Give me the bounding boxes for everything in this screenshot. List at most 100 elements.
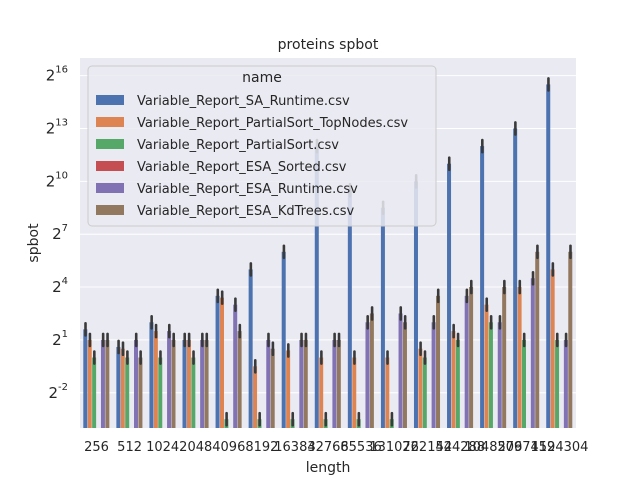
bar <box>464 295 469 428</box>
bar <box>233 304 238 428</box>
bar <box>191 357 196 428</box>
bar <box>385 357 390 428</box>
bar <box>100 339 105 428</box>
bar <box>502 287 507 428</box>
x-tick-label: 131072 <box>369 440 419 455</box>
legend: name Variable_Report_SA_Runtime.csvVaria… <box>87 65 437 227</box>
bar <box>402 322 407 428</box>
x-tick-label: 1048576 <box>464 440 522 455</box>
x-axis-label: length <box>306 460 351 476</box>
bar <box>555 339 560 428</box>
bar <box>149 322 154 428</box>
bar <box>87 339 92 428</box>
bar <box>182 339 187 428</box>
bar <box>369 313 374 428</box>
x-tick-label: 16384 <box>274 440 315 455</box>
bar <box>480 146 485 428</box>
bar <box>550 269 555 428</box>
y-tick-base: 2 <box>46 119 56 137</box>
legend-box <box>87 65 437 227</box>
y-tick-base: 2 <box>52 278 62 296</box>
bar <box>347 190 352 428</box>
bar <box>436 295 441 428</box>
bar <box>253 366 258 428</box>
y-tick-label: 27 <box>52 223 68 243</box>
bar <box>299 339 304 428</box>
y-tick-base: 2 <box>52 331 62 349</box>
x-tick-label: 262144 <box>402 440 452 455</box>
bar <box>215 295 220 428</box>
bar <box>563 339 568 428</box>
bar <box>380 207 385 428</box>
bar <box>535 251 540 428</box>
bar <box>319 357 324 428</box>
bar <box>200 339 205 428</box>
bar <box>521 339 526 428</box>
bar <box>281 251 286 428</box>
legend-label: Variable_Report_ESA_Sorted.csv <box>137 160 347 175</box>
x-tick-label: 1024 <box>146 440 179 455</box>
y-tick-label: 210 <box>46 170 68 190</box>
bar-layer <box>83 77 573 428</box>
bar <box>451 331 456 428</box>
x-tick-labels: 256 512 1024 2048 4096 8192163843276865536131… <box>84 440 588 455</box>
legend-swatch <box>96 139 124 149</box>
bar <box>116 346 121 428</box>
bar <box>204 339 209 428</box>
bar <box>336 339 341 428</box>
bar <box>158 357 163 428</box>
x-tick-label: 512 <box>117 440 142 455</box>
legend-label: Variable_Report_SA_Runtime.csv <box>137 94 350 109</box>
legend-swatch <box>96 161 124 171</box>
x-tick-label: 256 <box>84 440 109 455</box>
legend-entries: Variable_Report_SA_Runtime.csv Variable_R… <box>96 94 408 219</box>
bar <box>153 331 158 428</box>
y-tick-exponent: 10 <box>55 170 68 181</box>
bar <box>171 339 176 428</box>
y-axis-label: spbot <box>26 223 42 263</box>
bar <box>484 304 489 428</box>
bar <box>497 322 502 428</box>
bar <box>92 357 97 428</box>
legend-swatch <box>96 205 124 215</box>
x-tick-label: 65536 <box>340 440 381 455</box>
y-tick-exponent: 4 <box>62 276 68 287</box>
y-tick-label: 24 <box>52 276 68 296</box>
bar <box>431 322 436 428</box>
y-tick-base: 2 <box>46 172 56 190</box>
bar <box>455 339 460 428</box>
bar <box>237 331 242 428</box>
bar <box>447 163 452 428</box>
bar <box>138 357 143 428</box>
bar <box>270 348 275 428</box>
bar <box>418 348 423 428</box>
legend-label: Variable_Report_PartialSort.csv <box>137 138 339 153</box>
bar <box>422 357 427 428</box>
y-tick-label: 21 <box>52 329 68 349</box>
bar <box>314 146 319 428</box>
y-tick-label: 213 <box>46 117 68 137</box>
y-tick-exponent: 16 <box>55 65 68 76</box>
chart-title: proteins spbot <box>278 37 379 53</box>
legend-swatch <box>96 95 124 105</box>
legend-label: Variable_Report_ESA_KdTrees.csv <box>137 204 355 219</box>
bar <box>352 357 357 428</box>
bar <box>513 128 518 428</box>
bar <box>568 251 573 428</box>
legend-label: Variable_Report_PartialSort_TopNodes.csv <box>137 116 408 131</box>
y-tick-base: 2 <box>52 225 62 243</box>
y-tick-exponent: 1 <box>62 329 68 340</box>
legend-swatch <box>96 117 124 127</box>
y-tick-base: 2 <box>48 384 58 402</box>
y-tick-exponent: 7 <box>62 223 68 234</box>
x-tick-label: 8192 <box>245 440 278 455</box>
bar <box>167 331 172 428</box>
legend-swatch <box>96 183 124 193</box>
bar <box>303 339 308 428</box>
bar <box>186 339 191 428</box>
bar <box>469 287 474 428</box>
x-tick-label: 4096 <box>212 440 245 455</box>
bar <box>332 339 337 428</box>
